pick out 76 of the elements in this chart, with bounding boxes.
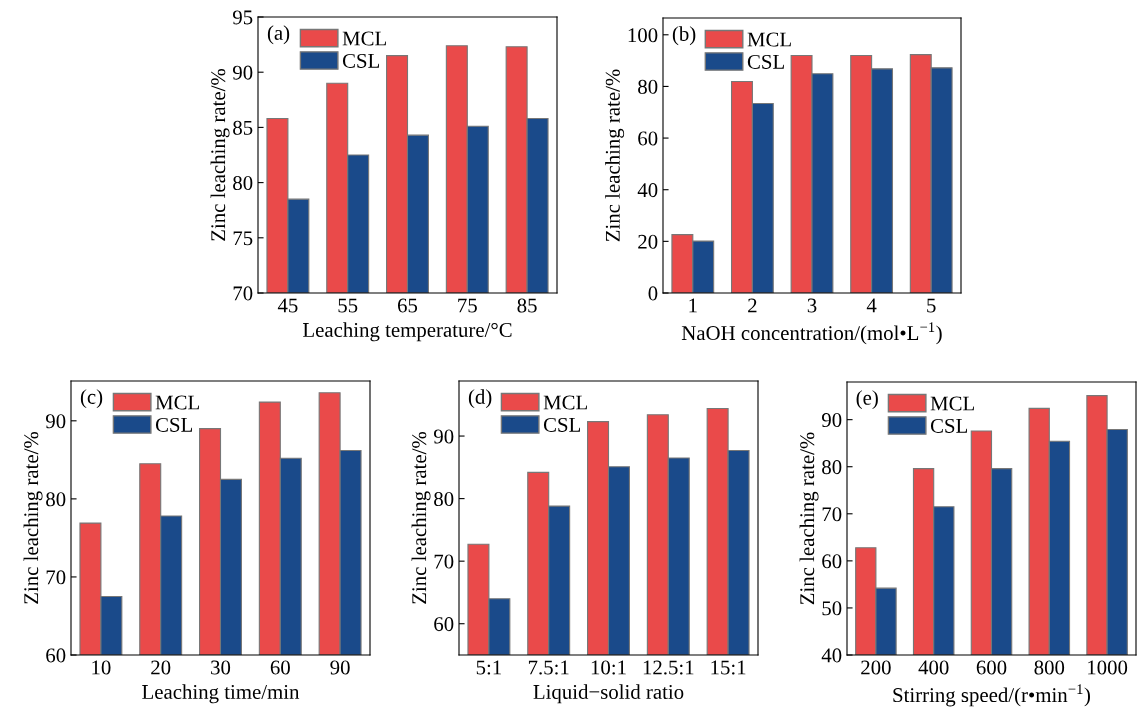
y-tick-label: 80	[434, 491, 454, 507]
x-tick-label: 3	[807, 298, 817, 313]
y-tick-label: 80	[233, 175, 253, 191]
y-tick-label: 50	[822, 601, 842, 616]
annotation: (e)	[856, 390, 878, 410]
x-axis-title: Liquid−solid ratio	[533, 684, 684, 704]
y-axis-title: Zinc leaching rate/%	[23, 431, 43, 604]
x-tick-label: 400	[918, 660, 949, 675]
x-tick-label: 30	[211, 660, 231, 675]
x-tick-label: 55	[338, 298, 358, 313]
y-tick-label: 100	[628, 28, 658, 43]
x-tick-label: 5:1	[476, 660, 501, 675]
y-axis-title: Zinc leaching rate/%	[799, 432, 819, 605]
y-tick-label: 95	[232, 10, 253, 25]
y-axis-title: Zinc leaching rate/%	[411, 431, 431, 604]
y-tick-label: 60	[822, 554, 842, 569]
annotation: (c)	[80, 389, 103, 409]
y-tick-label: 80	[822, 460, 842, 475]
legend-label: CSL	[543, 417, 581, 432]
x-tick-label: 7.5:1	[528, 660, 569, 675]
x-tick-label: 10:1	[591, 660, 626, 675]
x-tick-label: 60	[270, 660, 290, 675]
legend-label: MCL	[342, 31, 386, 46]
y-tick-label: 70	[434, 554, 454, 569]
x-tick-label: 200	[861, 660, 891, 675]
x-tick-label: 90	[330, 660, 350, 675]
y-tick-label: 70	[46, 570, 66, 585]
y-tick-label: 60	[638, 131, 658, 146]
y-tick-label: 85	[233, 120, 253, 135]
legend-label: CSL	[747, 54, 784, 69]
x-tick-label: 45	[277, 298, 298, 313]
x-tick-label: 4	[866, 298, 877, 313]
legend-label: MCL	[543, 395, 587, 410]
y-tick-label: 70	[822, 507, 842, 522]
annotation: (d)	[468, 389, 492, 409]
x-tick-label: 20	[151, 660, 171, 675]
annotation: (b)	[672, 26, 696, 46]
legend-label: CSL	[342, 53, 380, 68]
x-axis-title: Leaching temperature/°C	[302, 322, 512, 342]
y-tick-label: 90	[232, 65, 253, 80]
y-tick-label: 20	[638, 234, 658, 249]
x-axis-title: NaOH concentration/(mol•L$^{−1}$)	[681, 322, 942, 345]
y-tick-label: 70	[233, 286, 253, 301]
y-tick-label: 80	[638, 79, 658, 94]
x-tick-label: 12.5:1	[643, 660, 694, 675]
x-tick-label: 15:1	[711, 660, 746, 675]
y-tick-label: 60	[46, 648, 66, 663]
x-axis-title: Stirring speed/(r•min$^{−1}$)	[893, 684, 1090, 707]
legend-label: MCL	[747, 32, 791, 47]
y-tick-label: 90	[45, 414, 66, 429]
x-tick-label: 5	[927, 298, 936, 313]
x-tick-label: 85	[517, 298, 537, 313]
x-tick-label: 65	[397, 298, 418, 313]
x-tick-label: 10	[92, 660, 111, 675]
y-axis-title: Zinc leaching rate/%	[605, 69, 625, 242]
annotation: (a)	[267, 25, 290, 45]
y-tick-label: 80	[46, 492, 66, 507]
legend-label: MCL	[930, 396, 974, 411]
x-tick-label: 2	[748, 298, 757, 313]
x-tick-label: 1000	[1088, 660, 1128, 675]
legend-label: CSL	[155, 417, 193, 432]
legend-label: CSL	[930, 418, 968, 433]
y-tick-label: 90	[821, 413, 842, 428]
x-tick-label: 600	[976, 660, 1007, 675]
y-axis-title: Zinc leaching rate/%	[210, 68, 230, 241]
y-tick-label: 0	[648, 286, 658, 301]
y-tick-label: 60	[434, 617, 454, 632]
legend-label: MCL	[155, 395, 199, 410]
y-tick-label: 40	[637, 183, 658, 198]
y-tick-label: 40	[821, 648, 842, 663]
y-tick-label: 90	[433, 429, 454, 444]
x-axis-title: Leaching time/min	[142, 684, 300, 704]
y-tick-label: 75	[233, 231, 253, 246]
x-tick-label: 75	[458, 298, 477, 313]
x-tick-label: 1	[689, 298, 697, 313]
x-tick-label: 800	[1034, 660, 1065, 675]
